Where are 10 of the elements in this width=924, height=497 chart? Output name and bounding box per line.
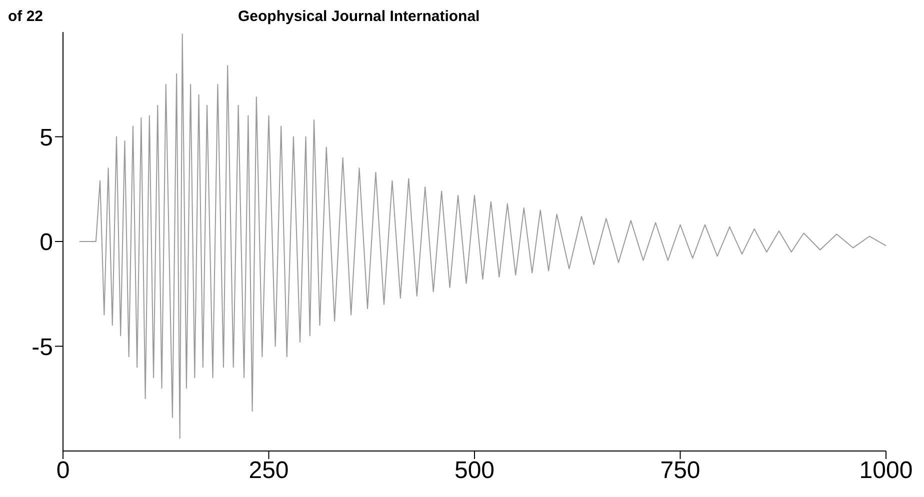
x-tick-label: 750 <box>660 457 700 484</box>
x-tick-label: 1000 <box>859 457 913 484</box>
x-tick-label: 500 <box>454 457 495 484</box>
y-tick-label: 5 <box>40 124 53 152</box>
text: Geophysical Journal International <box>238 8 480 25</box>
line-series <box>78 34 886 439</box>
x-tick-label: 250 <box>248 457 289 484</box>
text: of 22 <box>8 8 44 25</box>
y-tick-label: 0 <box>40 229 53 256</box>
y-tick-label: -5 <box>32 334 53 361</box>
